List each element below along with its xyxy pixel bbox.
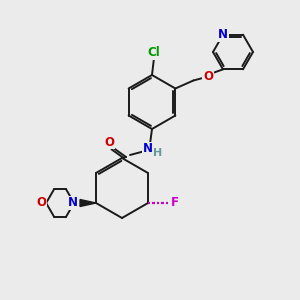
Text: O: O: [36, 196, 46, 209]
Text: O: O: [203, 70, 213, 83]
Polygon shape: [80, 200, 96, 206]
Text: Cl: Cl: [148, 46, 160, 59]
Text: N: N: [143, 142, 153, 155]
Text: N: N: [68, 196, 78, 209]
Text: F: F: [171, 196, 179, 209]
Text: H: H: [153, 148, 163, 158]
Text: N: N: [218, 28, 228, 41]
Text: O: O: [104, 136, 114, 148]
